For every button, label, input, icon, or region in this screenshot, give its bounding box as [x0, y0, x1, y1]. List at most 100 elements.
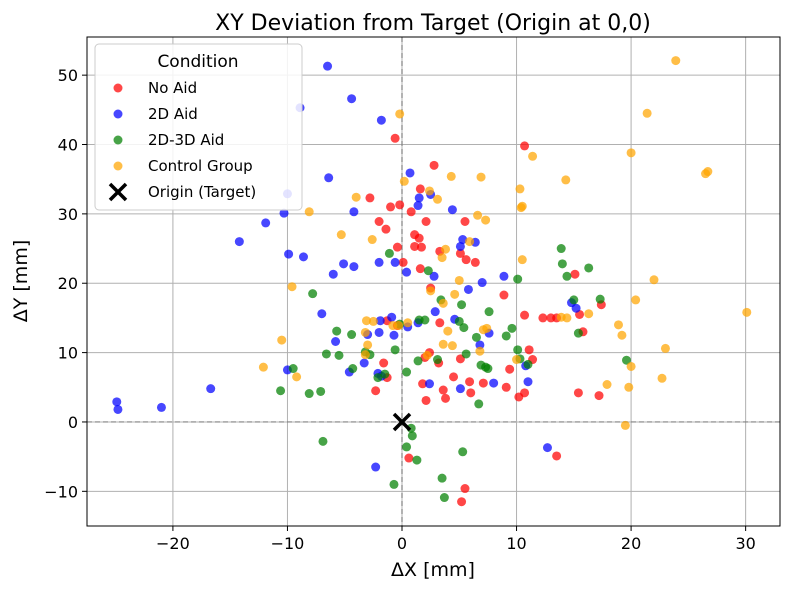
point-2d-3d-aid [501, 331, 511, 341]
chart-title: XY Deviation from Target (Origin at 0,0) [215, 11, 651, 36]
point-control-group [422, 350, 432, 360]
point-2d-3d-aid [402, 442, 412, 452]
point-no-aid [365, 193, 375, 203]
point-no-aid [421, 217, 431, 227]
point-2d-aid [339, 259, 349, 269]
point-2d-aid [523, 377, 533, 387]
series-control-group [258, 56, 752, 430]
point-control-group [642, 108, 652, 118]
point-no-aid [392, 242, 402, 252]
point-2d-3d-aid [622, 355, 632, 365]
x-tick-label: 10 [506, 534, 526, 553]
point-control-group [438, 298, 448, 308]
point-2d-aid [298, 252, 308, 262]
point-control-group [626, 148, 636, 158]
legend-marker-no-aid [113, 83, 123, 93]
point-2d-aid [390, 257, 400, 267]
point-2d-aid [349, 207, 359, 217]
point-2d-3d-aid [507, 323, 517, 333]
point-2d-3d-aid [513, 274, 523, 284]
plot-frame [86, 36, 781, 527]
point-control-group [368, 316, 378, 326]
point-2d-aid [414, 193, 424, 203]
point-2d-3d-aid [413, 356, 423, 366]
point-2d-aid [447, 205, 457, 215]
point-no-aid [371, 386, 381, 396]
point-no-aid [466, 388, 476, 398]
point-control-group [292, 372, 302, 382]
point-control-group [447, 341, 457, 351]
point-2d-aid [317, 309, 327, 319]
point-2d-3d-aid [380, 369, 390, 379]
point-2d-3d-aid [423, 266, 433, 276]
point-control-group [556, 312, 566, 322]
point-2d-aid [376, 115, 386, 125]
point-no-aid [455, 248, 465, 258]
point-2d-3d-aid [484, 307, 494, 317]
y-tick-label: 30 [58, 205, 78, 224]
legend-box [94, 43, 303, 211]
point-2d-3d-aid [390, 345, 400, 355]
point-no-aid [461, 255, 471, 265]
point-2d-aid [499, 271, 509, 281]
point-no-aid [415, 184, 425, 194]
x-tick-label: 20 [621, 534, 641, 553]
point-no-aid [457, 497, 467, 507]
point-control-group [360, 327, 370, 337]
point-2d-aid [261, 218, 271, 228]
point-control-group [441, 244, 451, 254]
point-2d-3d-aid [433, 355, 443, 365]
point-2d-3d-aid [420, 315, 430, 325]
point-no-aid [524, 345, 534, 355]
point-control-group [516, 203, 526, 213]
point-2d-3d-aid [304, 389, 314, 399]
point-2d-3d-aid [454, 316, 464, 326]
x-tick-label: 0 [397, 534, 407, 553]
point-2d-aid [542, 443, 552, 453]
point-control-group [512, 355, 522, 365]
point-control-group [304, 207, 314, 217]
legend-label-no-aid: No Aid [148, 79, 197, 97]
point-2d-3d-aid [458, 447, 468, 457]
point-2d-aid [112, 397, 122, 407]
point-2d-aid [571, 303, 581, 313]
point-control-group [336, 230, 346, 240]
y-tick-label: 0 [68, 413, 78, 432]
point-2d-aid [458, 235, 468, 245]
legend-label-control-group: Control Group [148, 157, 253, 175]
point-2d-3d-aid [523, 359, 533, 369]
point-2d-aid [455, 384, 465, 394]
point-no-aid [460, 217, 470, 227]
reference-lines [87, 37, 780, 526]
series-origin-target [392, 412, 412, 432]
point-control-group [426, 286, 436, 296]
point-no-aid [374, 217, 384, 227]
point-2d-3d-aid [389, 479, 399, 489]
point-control-group [476, 172, 486, 182]
point-2d-aid [475, 340, 485, 350]
point-no-aid [465, 377, 475, 387]
point-control-group [287, 282, 297, 292]
point-no-aid [441, 393, 451, 403]
point-no-aid [435, 318, 445, 328]
legend-marker-control-group [113, 161, 123, 171]
y-tick-label: 20 [58, 274, 78, 293]
point-control-group [360, 350, 370, 360]
point-control-group [443, 326, 453, 336]
point-2d-aid [430, 307, 440, 317]
point-no-aid [546, 313, 556, 323]
point-no-aid [386, 202, 396, 212]
point-control-group [361, 316, 371, 326]
point-2d-aid [402, 267, 412, 277]
point-2d-3d-aid [595, 294, 605, 304]
point-control-group [388, 321, 398, 331]
point-control-group [351, 192, 361, 202]
legend-label-origin-target: Origin (Target) [148, 183, 256, 201]
point-no-aid [414, 233, 424, 243]
point-2d-aid [375, 316, 385, 326]
point-no-aid [429, 160, 439, 170]
point-control-group [399, 176, 409, 186]
point-control-group [703, 167, 713, 177]
point-control-group [403, 318, 413, 328]
point-2d-3d-aid [348, 364, 358, 374]
